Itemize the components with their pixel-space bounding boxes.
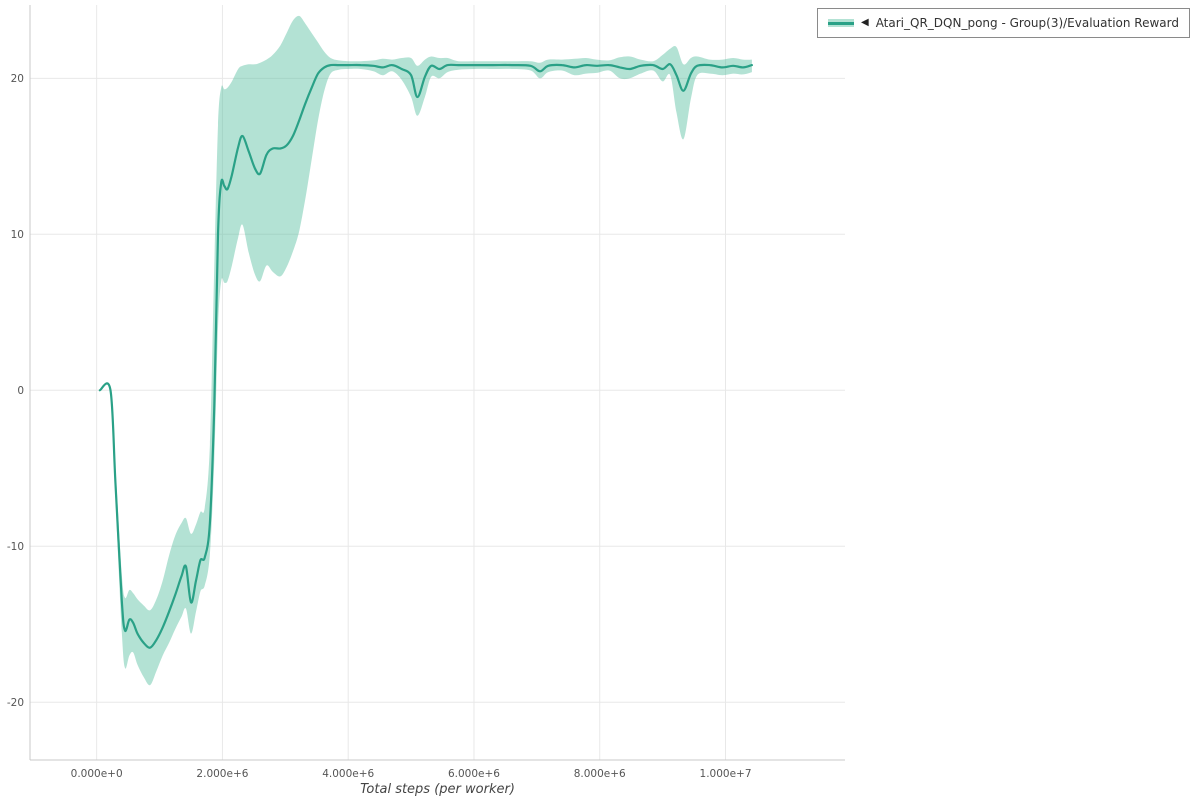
svg-text:0: 0 [17, 385, 24, 397]
legend-collapse-arrow-icon: ◀ [860, 17, 869, 28]
svg-text:8.000e+6: 8.000e+6 [574, 768, 626, 780]
x-axis-title: Total steps (per worker) [360, 782, 515, 797]
legend-item[interactable]: ◀ Atari_QR_DQN_pong - Group(3)/Evaluatio… [827, 16, 1179, 30]
svg-text:2.000e+6: 2.000e+6 [196, 768, 248, 780]
svg-text:0.000e+0: 0.000e+0 [71, 768, 123, 780]
svg-text:-10: -10 [7, 541, 24, 553]
svg-text:-20: -20 [7, 697, 24, 709]
legend-series-marker-icon [827, 17, 854, 29]
legend: ◀ Atari_QR_DQN_pong - Group(3)/Evaluatio… [816, 8, 1190, 38]
svg-text:4.000e+6: 4.000e+6 [322, 768, 374, 780]
svg-text:10: 10 [11, 229, 24, 241]
legend-series-label: Atari_QR_DQN_pong - Group(3)/Evaluation … [875, 16, 1179, 30]
svg-text:6.000e+6: 6.000e+6 [448, 768, 500, 780]
legend-line-swatch [827, 22, 854, 25]
svg-text:1.000e+7: 1.000e+7 [700, 768, 752, 780]
svg-text:20: 20 [11, 73, 24, 85]
